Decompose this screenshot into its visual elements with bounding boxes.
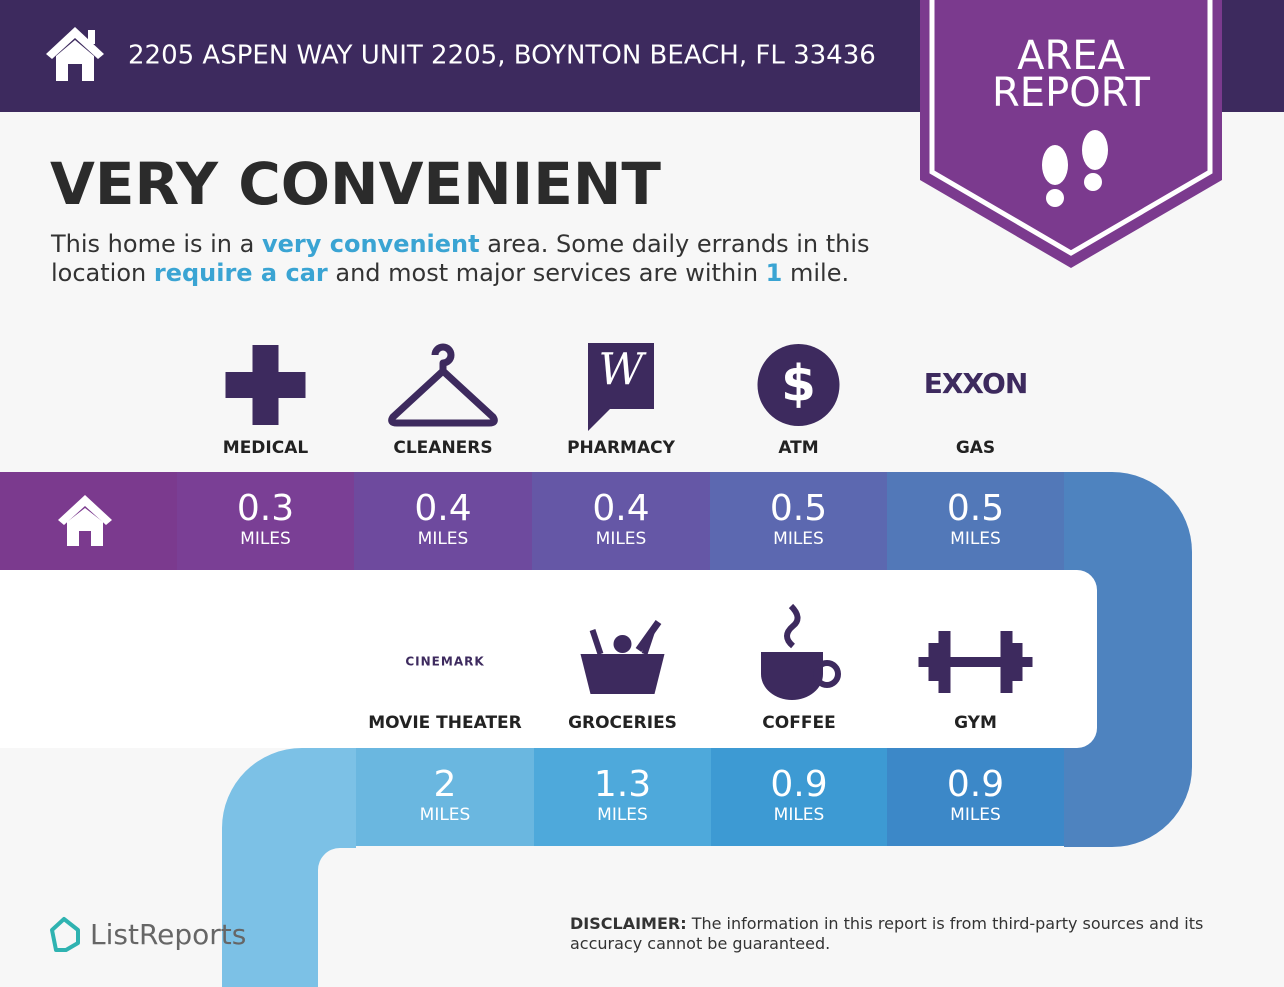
distance: 0.9 <box>947 764 1004 805</box>
summary-text: location <box>51 259 154 287</box>
category-label: GYM <box>954 713 997 733</box>
distance-cell <box>177 472 354 570</box>
distance-cell <box>354 472 532 570</box>
unit: MILES <box>950 805 1001 825</box>
content: 0.3MILESMEDICAL0.4MILESCLEANERS0.4MILESP… <box>177 343 1064 846</box>
address: 2205 ASPEN WAY UNIT 2205, BOYNTON BEACH,… <box>128 41 876 71</box>
category-label: MEDICAL <box>223 438 309 458</box>
disclaimer-text: The information in this report is from t… <box>570 914 1204 953</box>
distance: 1.3 <box>594 764 651 805</box>
summary-line: location require a car and most major se… <box>51 259 870 288</box>
brand-logo: EXXON <box>924 367 1028 400</box>
category-label: PHARMACY <box>567 438 675 458</box>
distance-cell <box>534 748 711 846</box>
unit: MILES <box>773 529 824 549</box>
summary: This home is in a very convenient area. … <box>51 230 870 288</box>
distance-cell <box>711 748 887 846</box>
summary-line: This home is in a very convenient area. … <box>51 230 870 259</box>
distance-cell <box>710 472 887 570</box>
category-label: GAS <box>956 438 995 458</box>
distance-cell <box>887 472 1064 570</box>
home-icon <box>58 495 112 546</box>
highlight: very convenient <box>261 230 480 258</box>
category-label: MOVIE THEATER <box>368 713 522 733</box>
unit: MILES <box>420 805 471 825</box>
unit: MILES <box>950 529 1001 549</box>
unit: MILES <box>418 529 469 549</box>
icon-coffee <box>761 652 823 700</box>
icon-atm <box>757 344 840 426</box>
route-gap <box>0 570 1097 748</box>
unit: MILES <box>774 805 825 825</box>
distance: 0.4 <box>414 488 471 529</box>
distance-cell <box>356 748 534 846</box>
category-label: GROCERIES <box>568 713 677 733</box>
category-label: ATM <box>778 438 818 458</box>
summary-text: mile. <box>782 259 850 287</box>
distance: 0.5 <box>947 488 1004 529</box>
icon-atm-mark: $ <box>781 355 816 413</box>
distance: 0.9 <box>770 764 827 805</box>
title: VERY CONVENIENT <box>50 150 661 218</box>
category-label: CLEANERS <box>393 438 492 458</box>
route-curve <box>1064 472 1192 847</box>
brand: ListReports <box>90 918 246 951</box>
icon-groceries-carrot <box>635 619 662 653</box>
unit: MILES <box>596 529 647 549</box>
distance: 2 <box>434 764 457 805</box>
icon-groceries-apple <box>613 635 632 653</box>
disclaimer: DISCLAIMER: The information in this repo… <box>570 914 1250 954</box>
distance: 0.5 <box>770 488 827 529</box>
badge-line: REPORT <box>992 70 1151 116</box>
unit: MILES <box>240 529 291 549</box>
highlight: require a car <box>153 259 328 287</box>
icon-coffee-handle <box>813 660 841 688</box>
summary-text: This home is in a <box>51 230 262 258</box>
icon-gym <box>918 631 1033 693</box>
brand-logo: CINEMARK <box>405 655 484 669</box>
highlight: 1 <box>765 259 783 287</box>
distance-cell <box>532 472 710 570</box>
distance-cell <box>887 748 1064 846</box>
unit: MILES <box>597 805 648 825</box>
icon-medical <box>225 345 306 425</box>
icon-pharmacy <box>588 343 654 431</box>
badge <box>920 0 1222 268</box>
icon-coffee-steam <box>784 603 801 649</box>
brand-logo <box>50 917 80 952</box>
summary-text: area. Some daily errands in this <box>479 230 870 258</box>
icon-groceries <box>580 654 665 694</box>
distance: 0.3 <box>237 488 294 529</box>
disclaimer-label: DISCLAIMER: <box>570 914 687 933</box>
distance: 0.4 <box>592 488 649 529</box>
header-home-icon <box>46 27 104 81</box>
badge-line: AREA <box>1017 33 1125 79</box>
route-curve <box>222 748 356 987</box>
category-label: COFFEE <box>762 713 835 733</box>
icon-cleaners <box>388 343 498 427</box>
summary-text: and most major services are within <box>327 259 766 287</box>
disclaimer-box: DISCLAIMER: The information in this repo… <box>570 914 1250 954</box>
icon-pharmacy-mark: W <box>598 345 647 396</box>
